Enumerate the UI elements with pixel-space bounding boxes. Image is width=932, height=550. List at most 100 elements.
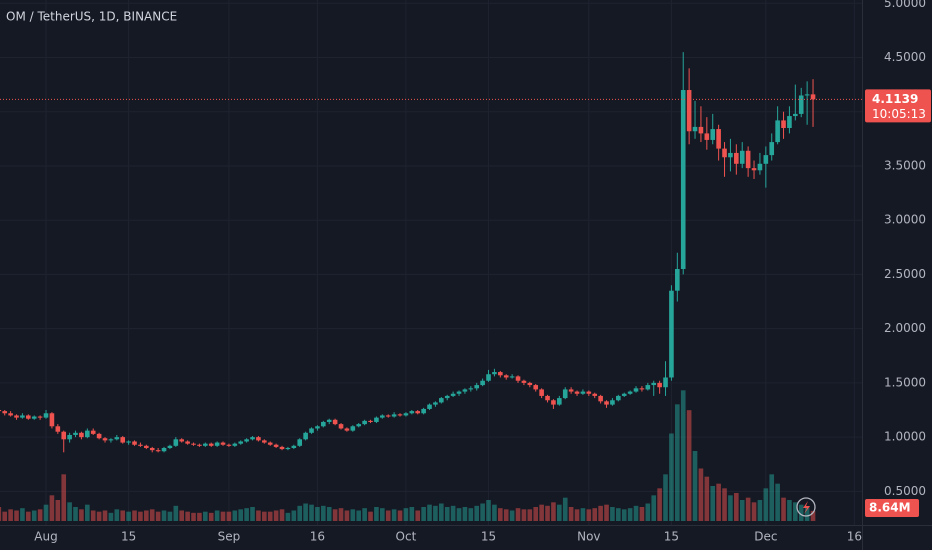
candle-body [262, 440, 267, 443]
candle-body [238, 441, 244, 444]
candle-body [31, 416, 37, 419]
x-tick-label: 15 [481, 530, 496, 544]
volume-bar [208, 512, 214, 521]
candle-body [362, 420, 367, 425]
volume-bar [415, 510, 421, 521]
candle-body [79, 432, 84, 438]
volume-bar [734, 493, 739, 521]
candle-body [633, 388, 639, 392]
volume-bar [604, 504, 609, 521]
volume-bar [220, 511, 226, 521]
volume-bar [651, 495, 657, 521]
volume-bar [503, 509, 509, 521]
volume-bar [0, 507, 2, 521]
x-tick-label: Aug [34, 530, 57, 544]
volume-bar [444, 507, 450, 521]
volume-label: 8.64M [869, 501, 911, 515]
volume-bar [757, 500, 763, 521]
x-tick-label: Oct [396, 530, 417, 544]
volume-bar [149, 509, 155, 521]
candle-body [751, 168, 757, 171]
volume-bar [739, 500, 745, 521]
candle-body [267, 442, 273, 445]
volume-bar [592, 508, 598, 521]
volume-bar [332, 509, 338, 521]
volume-bar [722, 488, 727, 521]
volume-bar [114, 509, 120, 521]
volume-bar [498, 508, 503, 521]
candle-body [391, 414, 397, 417]
volume-bar [173, 505, 179, 521]
lightning-icon[interactable] [796, 497, 816, 517]
candle-body [43, 413, 49, 418]
candle-body [167, 445, 173, 448]
volume-pane [0, 390, 816, 521]
volume-bar [391, 509, 397, 521]
volume-bar [262, 511, 267, 521]
candle-body [8, 413, 13, 416]
volume-bar [598, 505, 603, 521]
candle-body [427, 404, 432, 409]
candle-body [486, 374, 491, 381]
candle-body [675, 269, 680, 291]
candle-body [14, 415, 19, 418]
volume-bar [675, 404, 680, 521]
volume-bar [639, 507, 645, 521]
candle-body [533, 385, 539, 390]
volume-bar [31, 510, 37, 521]
candle-body [669, 290, 674, 378]
volume-bar [132, 510, 137, 521]
candle-body [574, 391, 580, 394]
candle-body [604, 401, 609, 405]
volume-bar [79, 509, 84, 521]
candle-body [439, 398, 444, 403]
volume-bar [90, 510, 96, 521]
volume-bar [37, 509, 43, 521]
volume-bar [562, 497, 568, 521]
volume-bar [492, 504, 497, 521]
candle-body [67, 434, 72, 440]
volume-bar [315, 507, 320, 521]
candle-body [616, 395, 621, 401]
y-tick-label: 4.5000 [884, 50, 926, 64]
candle-body [657, 382, 662, 388]
candle-body [385, 415, 391, 417]
candle-body [291, 445, 297, 448]
candle-body [474, 385, 480, 389]
candle-body [804, 94, 810, 96]
volume-bar [680, 390, 686, 521]
candle-body [433, 402, 438, 405]
volume-bar [279, 509, 285, 521]
y-tick-label: 3.0000 [884, 213, 926, 227]
volume-bar [716, 483, 721, 521]
volume-bar [509, 510, 515, 521]
volume-bar [787, 500, 792, 521]
candle-body [763, 155, 769, 164]
volume-bar [96, 511, 102, 521]
volume-bar [804, 507, 810, 521]
candle-body [610, 400, 615, 405]
volume-bar [385, 510, 391, 521]
volume-bar [197, 512, 202, 521]
volume-bar [238, 509, 244, 521]
candle-body [350, 426, 356, 431]
volume-bar [692, 451, 698, 521]
candle-body [586, 391, 592, 394]
volume-bar [621, 509, 627, 521]
volume-bar [728, 495, 733, 521]
volume-bar [362, 508, 367, 521]
volume-bar [338, 508, 344, 521]
volume-bar [403, 508, 409, 521]
volume-bar [627, 508, 633, 521]
volume-bar [8, 509, 13, 521]
volume-bar [43, 504, 49, 521]
candle-body [338, 424, 344, 429]
volume-bar [120, 510, 126, 521]
volume-bar [433, 505, 438, 521]
volume-bar [73, 507, 78, 521]
candle-body [409, 411, 415, 414]
candle-body [521, 380, 527, 383]
candle-body [492, 372, 497, 375]
y-tick-label: 3.5000 [884, 158, 926, 172]
candle-body [380, 415, 385, 418]
